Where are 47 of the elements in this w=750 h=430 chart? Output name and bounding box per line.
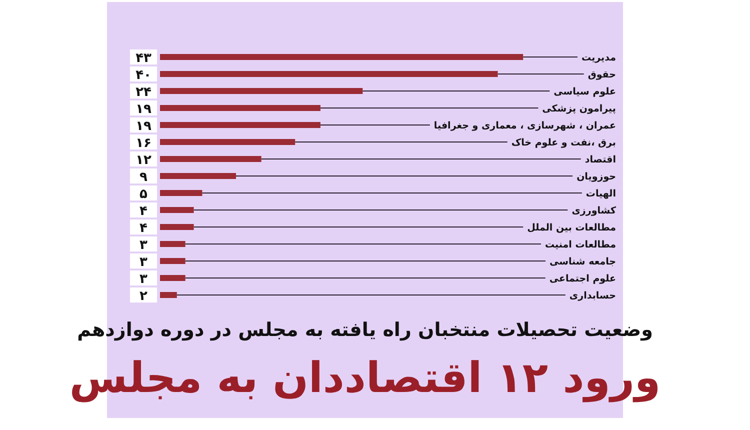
y-tick-label: علوم اجتماعی: [549, 274, 616, 284]
bar: [160, 275, 186, 281]
y-tick-label: پیرامون پزشکی: [542, 104, 616, 114]
data-label: ۴: [140, 204, 148, 219]
bar: [160, 292, 177, 298]
y-tick-label: حسابداری: [569, 290, 616, 302]
data-label: ۲: [140, 289, 148, 304]
data-label: ۱۲: [136, 153, 152, 168]
data-label: ۹: [140, 170, 148, 185]
bar: [160, 71, 498, 77]
bar: [160, 207, 194, 213]
text: وضعیت تحصیلات منتخبان راه یافته به مجلس در دوره دوازدهم: [77, 319, 653, 341]
bar: [160, 54, 524, 60]
bar: [160, 156, 262, 162]
y-tick-label: جامعه شناسی: [550, 256, 616, 268]
y-tick-label: اقتصاد: [584, 154, 616, 166]
data-label: ۲۴: [136, 85, 152, 100]
y-tick-label: مطالعات بین الملل: [527, 222, 616, 234]
bar: [160, 224, 194, 230]
bar: [160, 88, 363, 94]
bar: [160, 258, 186, 264]
bar: [160, 173, 236, 179]
y-tick-label: مدیریت: [582, 52, 616, 64]
data-label: ۳: [140, 238, 148, 253]
text: ورود ۱۲ اقتصاددان به مجلس: [69, 353, 661, 403]
data-label: ۳: [140, 272, 148, 287]
y-tick-label: علوم سیاسی: [554, 86, 616, 98]
y-tick-label: الهیات: [586, 188, 616, 200]
data-label: ۳: [140, 255, 148, 270]
data-label: ۱۹: [136, 119, 152, 134]
data-label: ۱۹: [136, 102, 152, 117]
y-tick-label: مطالعات امنیت: [544, 240, 616, 250]
bar: [160, 190, 202, 196]
data-label: ۴۳: [136, 51, 152, 66]
bar: [160, 241, 186, 247]
y-tick-label: حقوق: [588, 70, 616, 80]
bar: [160, 122, 320, 128]
data-label: ۵: [140, 187, 148, 202]
y-tick-label: حوزویان: [576, 172, 616, 182]
bar: [160, 105, 320, 111]
y-tick-label: کشاورزی: [572, 206, 616, 216]
data-label: ۴: [140, 221, 148, 236]
bar: [160, 139, 296, 145]
y-tick-label: برق ،نفت و علوم خاک: [511, 138, 616, 148]
y-tick-label: عمران ، شهرسازی ، معماری و جغرافیا: [434, 120, 616, 132]
data-label: ۴۰: [136, 68, 152, 83]
data-label: ۱۶: [136, 136, 152, 151]
